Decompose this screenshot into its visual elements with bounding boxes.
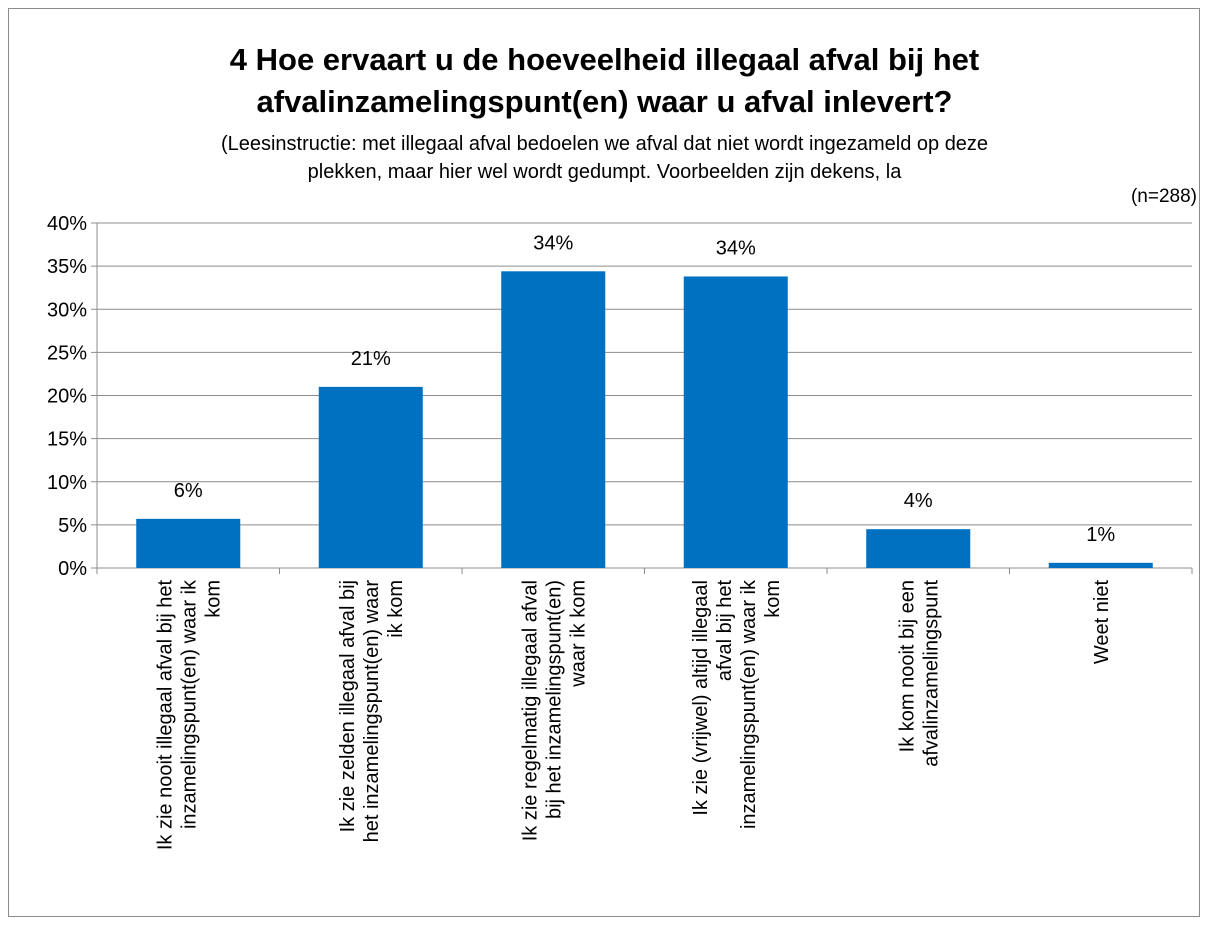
data-label: 6% [174, 480, 203, 502]
category-label-line: inzamelingspunt(en) waar ik [738, 579, 760, 829]
chart-title-line-2: afvalinzamelingspunt(en) waar u afval in… [256, 84, 953, 119]
chart-subtitle-line-1: (Leesinstructie: met illegaal afval bedo… [220, 133, 989, 155]
category-label-line: kom [762, 580, 784, 618]
chart-subtitle-line-2: plekken, maar hier wel wordt gedumpt. Vo… [307, 161, 902, 183]
category-label: Ik zie nooit illegaal afval bij het inzam… [154, 579, 224, 850]
category-label-line: Ik zie regelmatig illegaal afval [519, 580, 541, 841]
bar [501, 271, 606, 568]
category-label-line: bij het inzamelingspunt(en) [543, 580, 565, 819]
bar [318, 386, 423, 568]
data-label: 34% [716, 237, 756, 259]
bar [136, 518, 241, 568]
y-tick-label: 40% [47, 213, 87, 235]
bar [1048, 562, 1153, 568]
y-tick-label: 30% [47, 299, 87, 321]
sample-size-note: (n=288) [1130, 186, 1197, 207]
category-label: Ik zie zelden illegaal afval bij het inza… [337, 580, 407, 843]
category-label: Weet niet [1091, 580, 1113, 665]
category-label-line: kom [202, 580, 224, 618]
category-label: Ik zie regelmatig illegaal afval bij het … [519, 580, 589, 841]
category-label-line: het inzamelingspunt(en) waar [361, 580, 383, 843]
category-label: Ik kom nooit bij een afvalinzamelingspunt [896, 580, 942, 767]
category-label-line: waar ik kom [567, 580, 589, 688]
category-label-line: Ik zie nooit illegaal afval bij het [154, 580, 176, 851]
category-label-line: afval bij het [714, 580, 736, 682]
category-label: Ik zie (vrijwel) altijd illegaal afval bi… [690, 579, 784, 829]
y-tick-label: 0% [58, 558, 87, 580]
y-tick-label: 25% [47, 342, 87, 364]
bar [683, 276, 788, 568]
category-label-line: ik kom [385, 580, 407, 638]
data-label: 34% [533, 232, 573, 254]
bar [866, 529, 971, 568]
y-tick-label: 35% [47, 256, 87, 278]
category-label-line: Ik zie (vrijwel) altijd illegaal [690, 580, 712, 816]
category-label-line: inzamelingspunt(en) waar ik [178, 579, 200, 829]
y-tick-label: 5% [58, 515, 87, 537]
data-label: 1% [1086, 524, 1115, 546]
data-label: 4% [904, 490, 933, 512]
data-label: 21% [351, 348, 391, 370]
y-tick-label: 15% [47, 429, 87, 451]
category-label-line: afvalinzamelingspunt [920, 580, 942, 767]
y-tick-label: 10% [47, 472, 87, 494]
category-label-line: Ik kom nooit bij een [896, 580, 918, 752]
category-label-line: Ik zie zelden illegaal afval bij [337, 580, 359, 832]
category-label-line: Weet niet [1091, 580, 1113, 665]
y-tick-label: 20% [47, 386, 87, 408]
chart-title-line-1: 4 Hoe ervaart u de hoeveelheid illegaal … [229, 42, 980, 77]
